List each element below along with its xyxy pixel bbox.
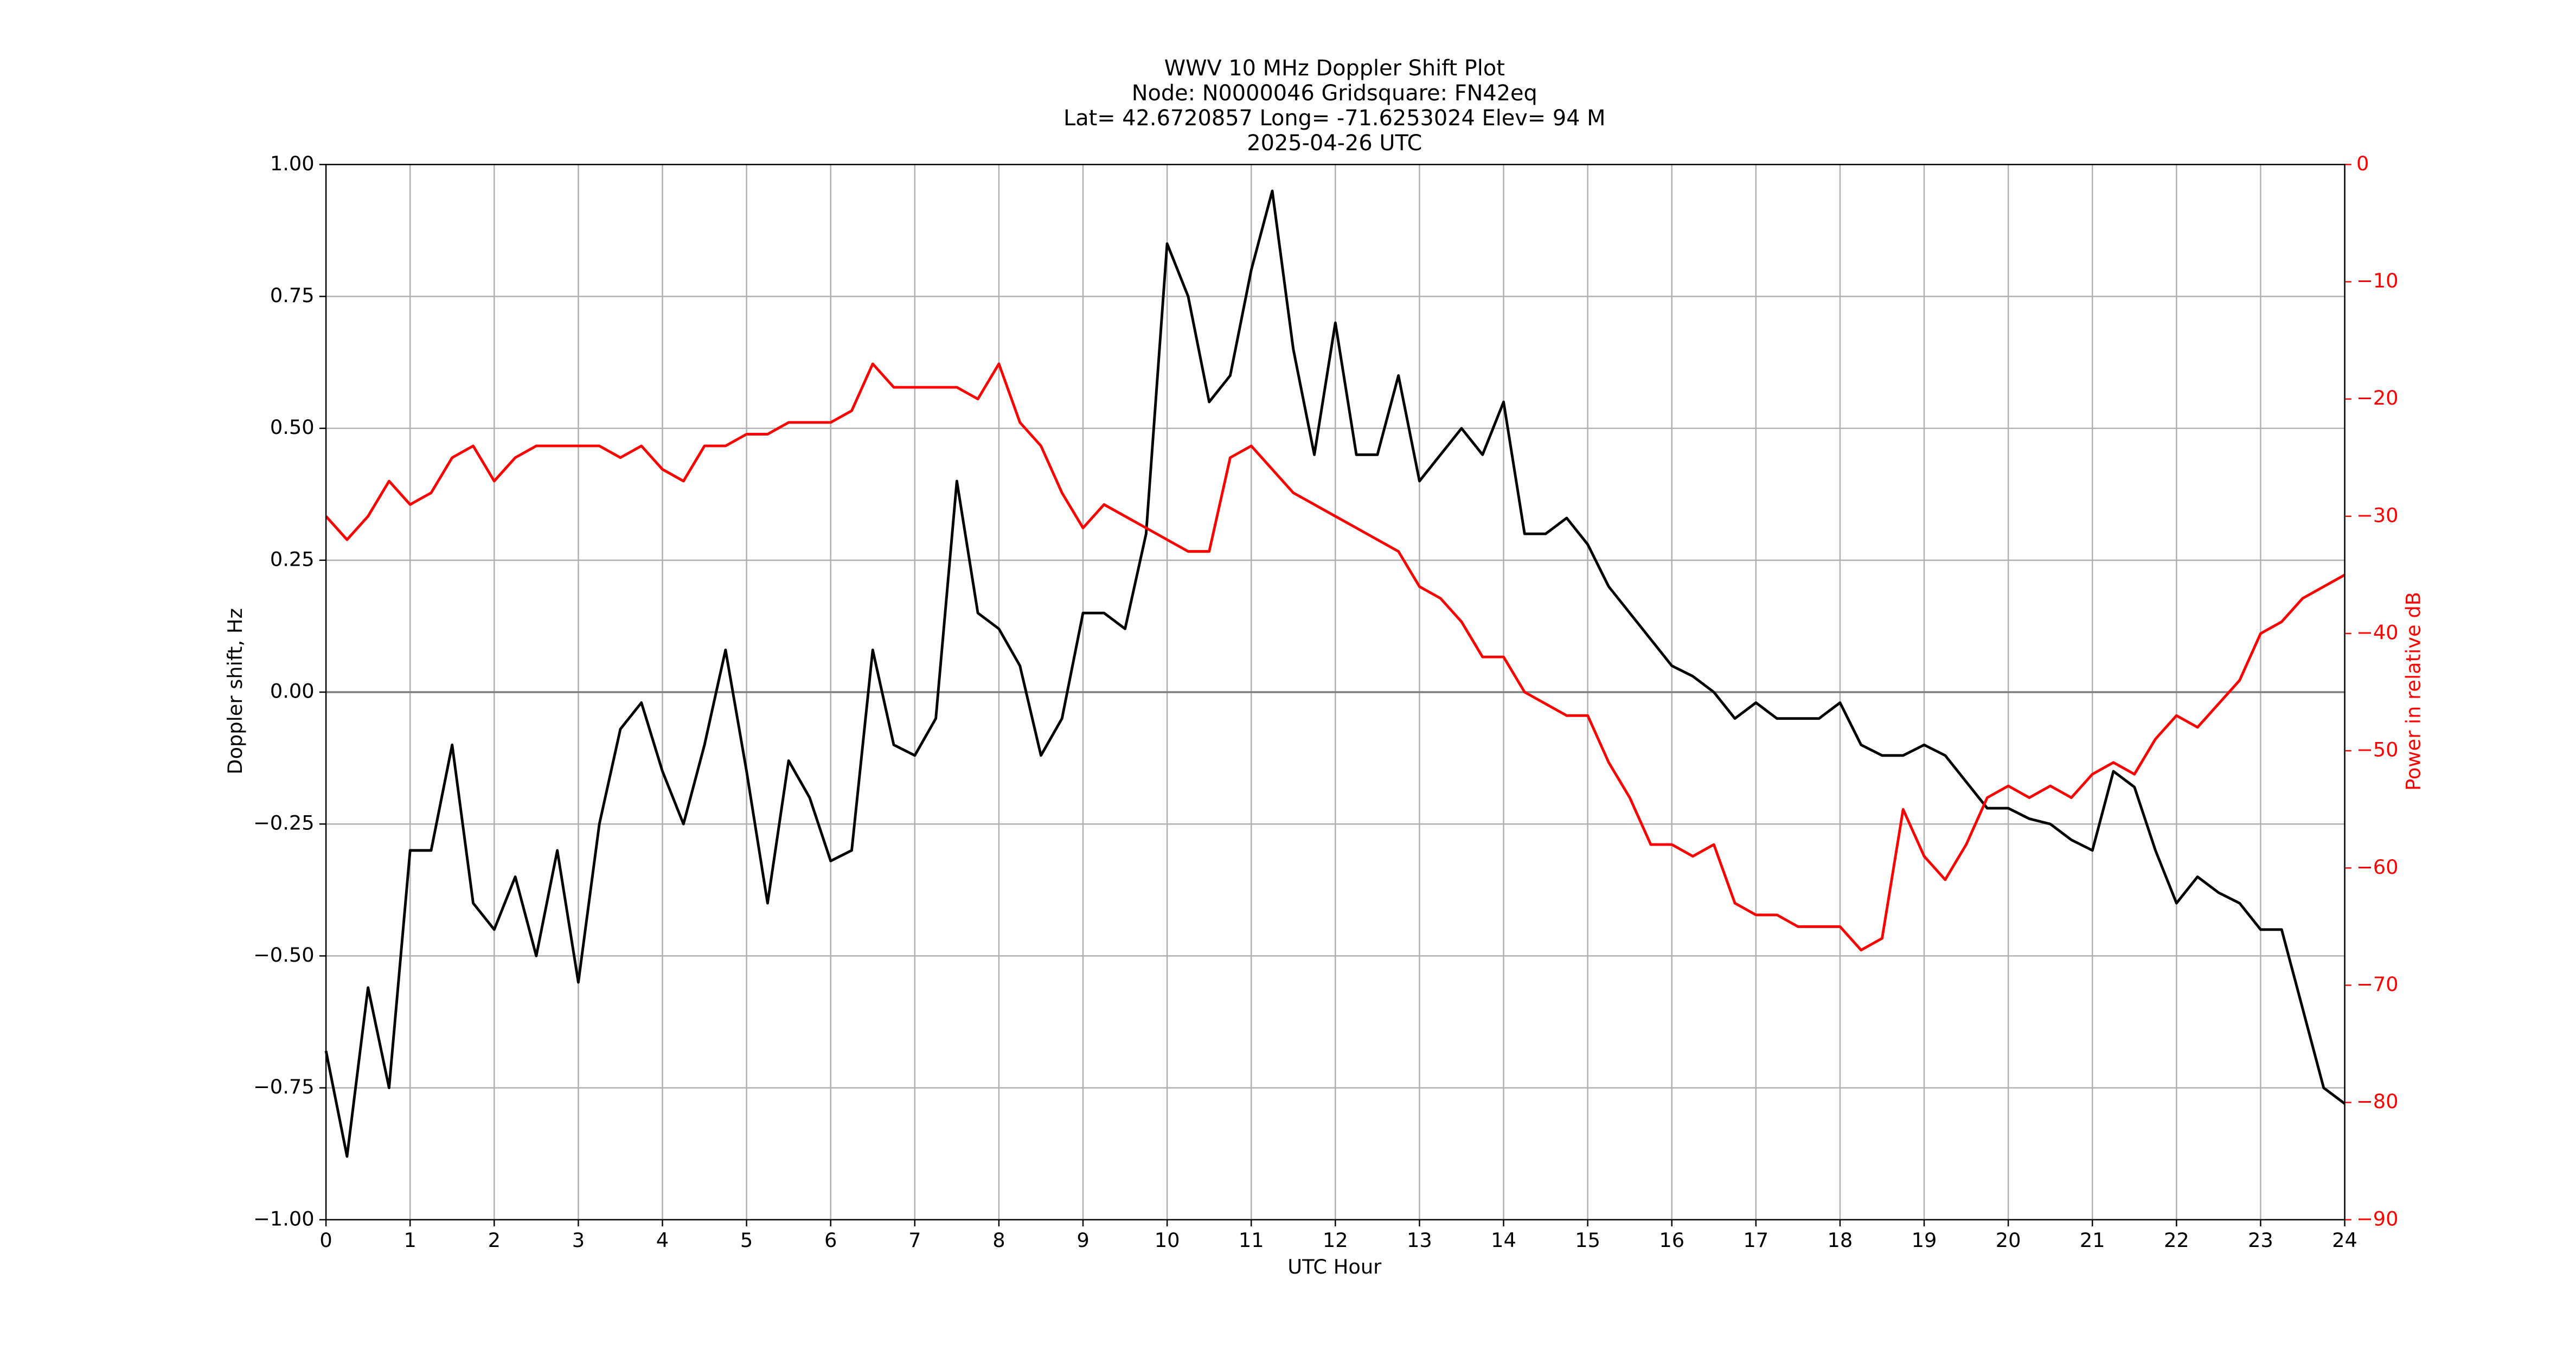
x-tick-label: 12 — [1323, 1229, 1348, 1252]
data-line — [325, 362, 2346, 952]
x-tick-label: 15 — [1575, 1229, 1600, 1252]
x-axis-label: UTC Hour — [1287, 1255, 1382, 1278]
plot-frame — [325, 164, 2346, 1220]
y-tick-label: 1.00 — [270, 152, 315, 175]
y2-tick-label: 0 — [2356, 152, 2369, 175]
x-tick-label: 24 — [2332, 1229, 2357, 1252]
y-tick-label: −0.75 — [253, 1075, 315, 1098]
x-tick-label: 11 — [1239, 1229, 1264, 1252]
chart-subtitle: Lat= 42.6720857 Long= -71.6253024 Elev= … — [1063, 106, 1605, 131]
y-tick-label: 0.00 — [270, 680, 315, 703]
y2-tick-label: −60 — [2356, 855, 2399, 879]
y2-tick-label: −20 — [2356, 386, 2399, 410]
y2-tick-label: −90 — [2356, 1207, 2399, 1230]
x-tick-label: 17 — [1743, 1229, 1768, 1252]
x-tick-label: 10 — [1155, 1229, 1180, 1252]
y2-tick-label: −30 — [2356, 503, 2399, 527]
x-tick-label: 2 — [488, 1229, 501, 1252]
x-tick-label: 5 — [740, 1229, 753, 1252]
y2-tick-label: −80 — [2356, 1090, 2399, 1113]
chart-subtitle: Node: N0000046 Gridsquare: FN42eq — [1132, 81, 1537, 106]
y2-tick-label: −10 — [2356, 269, 2399, 292]
y2-axis-label: Power in relative dB — [2402, 592, 2425, 791]
y-tick-label: −0.50 — [253, 943, 315, 967]
x-tick-label: 0 — [319, 1229, 332, 1252]
x-tick-label: 23 — [2248, 1229, 2273, 1252]
x-tick-label: 20 — [1996, 1229, 2021, 1252]
x-tick-label: 18 — [1828, 1229, 1853, 1252]
y-tick-label: 0.25 — [270, 547, 315, 571]
x-tick-label: 14 — [1491, 1229, 1516, 1252]
y2-tick-label: −70 — [2356, 973, 2399, 996]
y2-tick-label: −40 — [2356, 621, 2399, 644]
y-tick-label: 0.75 — [270, 284, 315, 307]
y2-tick-label: −50 — [2356, 738, 2399, 762]
y-tick-label: −0.25 — [253, 811, 315, 835]
x-tick-label: 22 — [2164, 1229, 2189, 1252]
x-tick-label: 13 — [1407, 1229, 1432, 1252]
chart-title: WWV 10 MHz Doppler Shift Plot — [1164, 56, 1505, 81]
y-axis-label: Doppler shift, Hz — [223, 608, 247, 775]
y-tick-label: −1.00 — [253, 1207, 315, 1230]
x-tick-label: 19 — [1912, 1229, 1937, 1252]
x-tick-label: 6 — [824, 1229, 837, 1252]
x-tick-label: 8 — [992, 1229, 1005, 1252]
x-tick-label: 9 — [1076, 1229, 1089, 1252]
x-tick-label: 7 — [908, 1229, 921, 1252]
x-tick-label: 21 — [2080, 1229, 2105, 1252]
x-tick-label: 4 — [656, 1229, 669, 1252]
x-tick-label: 1 — [404, 1229, 416, 1252]
chart-subtitle: 2025-04-26 UTC — [1247, 131, 1422, 156]
y-tick-label: 0.50 — [270, 415, 315, 439]
x-tick-label: 3 — [572, 1229, 585, 1252]
data-line — [324, 189, 2346, 1158]
x-tick-label: 16 — [1659, 1229, 1684, 1252]
